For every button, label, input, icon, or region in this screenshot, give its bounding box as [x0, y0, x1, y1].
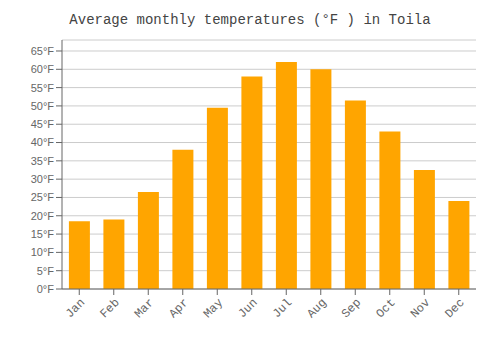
svg-text:65°F: 65°F — [31, 45, 55, 57]
svg-text:Aug: Aug — [304, 296, 329, 321]
svg-text:25°F: 25°F — [31, 191, 55, 203]
html-text:Average monthly temperatures (: Average monthly temperatures (°F ) in To… — [69, 12, 431, 28]
svg-text:Jul: Jul — [270, 296, 295, 321]
svg-text:Jun: Jun — [235, 296, 260, 321]
svg-text:40°F: 40°F — [31, 136, 55, 148]
svg-text:Nov: Nov — [408, 296, 433, 321]
svg-text:Feb: Feb — [97, 296, 122, 321]
svg-text:May: May — [201, 296, 226, 321]
svg-text:Oct: Oct — [373, 296, 398, 321]
svg-text:20°F: 20°F — [31, 210, 55, 222]
svg-text:55°F: 55°F — [31, 82, 55, 94]
svg-text:Jan: Jan — [63, 296, 88, 321]
svg-text:Mar: Mar — [132, 296, 157, 321]
svg-text:Apr: Apr — [166, 296, 191, 321]
svg-text:15°F: 15°F — [31, 228, 55, 240]
svg-text:5°F: 5°F — [37, 265, 55, 277]
svg-text:60°F: 60°F — [31, 63, 55, 75]
svg-text:45°F: 45°F — [31, 118, 55, 130]
svg-text:0°F: 0°F — [37, 283, 55, 295]
svg-text:10°F: 10°F — [31, 246, 55, 258]
svg-text:Sep: Sep — [339, 296, 364, 321]
svg-text:50°F: 50°F — [31, 100, 55, 112]
svg-text:35°F: 35°F — [31, 155, 55, 167]
svg-text:Dec: Dec — [442, 296, 467, 321]
svg-text:30°F: 30°F — [31, 173, 55, 185]
